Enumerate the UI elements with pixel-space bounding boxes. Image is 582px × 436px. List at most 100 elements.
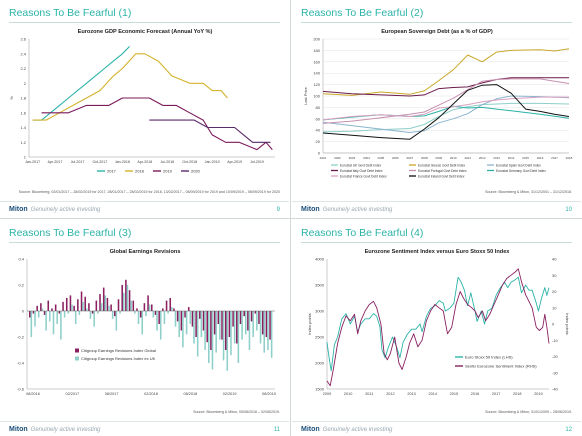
bar <box>163 311 166 324</box>
legend-entry: Eurostat France Govt Debt Index <box>340 174 387 178</box>
x-tick-label: 2016 <box>537 156 544 160</box>
legend-entry: 2017 <box>107 169 117 174</box>
bar <box>261 311 264 335</box>
bar <box>67 311 70 314</box>
bar <box>208 311 210 363</box>
x-tick-label: 2015 <box>450 392 458 396</box>
bar <box>30 311 33 337</box>
x-tick-label: 2016 <box>471 392 479 396</box>
bar <box>99 294 101 311</box>
bar <box>180 311 183 331</box>
bar <box>132 300 135 311</box>
legend-entry: 2019 <box>163 169 173 174</box>
bar <box>187 307 190 311</box>
chart-title: European Sovereign Debt (as a % of GDP) <box>381 29 493 35</box>
bar <box>232 311 234 327</box>
bar <box>40 303 42 311</box>
bar <box>152 311 155 318</box>
bar <box>104 295 107 311</box>
y-tick-label: 1 <box>24 155 27 160</box>
x-tick-label: 2014 <box>428 392 436 396</box>
y-tick-label: 60 <box>316 116 321 121</box>
x-tick-label: 08/2018 <box>183 392 197 396</box>
x-tick-label: 08/2017 <box>105 392 119 396</box>
source-note: Source: Bloomberg & Miton, 31/12/2001 – … <box>485 190 572 194</box>
bar <box>106 298 109 311</box>
bar <box>122 292 125 311</box>
bar <box>29 311 31 318</box>
y-tick-label: 3500 <box>315 283 325 288</box>
bar <box>244 311 247 335</box>
legend-entry: Citigroup Earnings Revisions Index Globa… <box>81 348 156 353</box>
bar <box>237 311 240 363</box>
y-tick-label: 2.6 <box>20 37 26 42</box>
bar <box>130 300 132 311</box>
bar <box>265 311 268 337</box>
earnings-revisions-chart: Global Earnings Revisions -0.6 -0.4 -0.2 0 0.… <box>17 249 276 396</box>
x-tick-label: 08/2016 <box>26 392 40 396</box>
y-tick-label: -0.2 <box>17 335 25 340</box>
bar <box>117 299 120 311</box>
bar <box>159 311 162 340</box>
slide-reasons-3: Reasons To Be Fearful (3) Global Earning… <box>0 220 289 436</box>
bar <box>49 311 51 322</box>
bar <box>71 304 73 311</box>
y-tick-label: 160 <box>313 59 320 64</box>
x-tick-label: 2011 <box>464 156 471 160</box>
legend-entry: Eurostat Greece Govt Debt Index <box>418 163 466 167</box>
series-line <box>32 53 228 121</box>
bar <box>115 311 118 331</box>
x-tick-label: 2009 <box>435 156 442 160</box>
bar <box>173 308 175 311</box>
bar <box>78 311 81 315</box>
x-tick-label: 2009 <box>323 392 331 396</box>
y-tick-label: 1.2 <box>20 140 26 145</box>
bar <box>74 311 77 324</box>
y-tick-label: 0.2 <box>18 283 24 288</box>
bar <box>95 300 98 311</box>
bar <box>139 311 142 318</box>
legend-swatch <box>75 348 79 353</box>
x-tick-label: 2018 <box>566 156 573 160</box>
bar <box>267 311 269 350</box>
y-tick-label: 0.4 <box>18 257 24 262</box>
bar <box>219 311 221 340</box>
y-tick-label: 0 <box>318 151 321 156</box>
bar <box>211 311 214 370</box>
chart-title: Eurozone Sentiment Index versus Euro Sto… <box>365 249 511 255</box>
bar <box>176 311 179 322</box>
slide-title: Reasons To Be Fearful (3) <box>9 227 132 239</box>
x-tick-label: Oct-2017 <box>93 160 108 164</box>
series-line <box>326 276 550 372</box>
bar <box>224 311 227 350</box>
y-tick-label: 40 <box>316 128 321 133</box>
bar <box>36 305 38 311</box>
y-tick-label: -0.6 <box>17 387 25 392</box>
bar <box>263 311 266 353</box>
legend-entry: 2020 <box>191 169 201 174</box>
bar <box>236 311 238 344</box>
bar <box>52 311 55 335</box>
bar <box>114 311 116 317</box>
bar <box>199 311 201 319</box>
bar <box>47 300 50 311</box>
bar <box>254 311 257 314</box>
legend-entry: Eurostat Ireland Govt Debt Index <box>418 174 465 178</box>
bar <box>241 311 243 340</box>
bar <box>151 304 153 311</box>
y-tick-label: 80 <box>316 105 321 110</box>
bar <box>196 311 199 357</box>
bar <box>191 311 194 327</box>
series-line <box>326 268 550 387</box>
x-tick-label: 2012 <box>479 156 486 160</box>
bar <box>230 311 232 356</box>
series-line <box>322 78 570 124</box>
x-tick-label: Jul-2018 <box>160 160 174 164</box>
y-right-tick-label: 10 <box>552 305 557 310</box>
bar <box>108 305 110 311</box>
bar <box>86 308 88 311</box>
y-axis-label: % <box>9 96 14 100</box>
bar <box>56 311 58 324</box>
legend-entry: Euro Stoxx 50 Index (LHS) <box>465 354 513 359</box>
legend-entry: 2018 <box>135 169 145 174</box>
